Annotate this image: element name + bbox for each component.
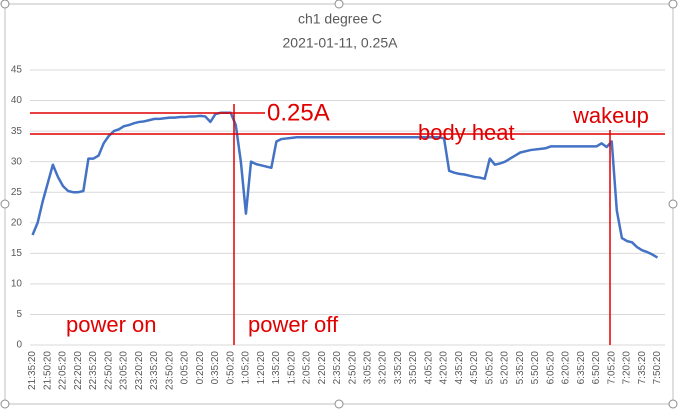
x-tick-label: 6:20:20	[561, 351, 572, 385]
x-tick-label: 6:05:20	[545, 351, 556, 385]
x-tick-label: 3:05:20	[363, 351, 374, 385]
x-tick-label: 23:05:20	[119, 351, 130, 390]
annotation: body heat	[418, 120, 515, 145]
x-tick-label: 22:20:20	[73, 351, 84, 390]
x-tick-label: 3:35:20	[393, 351, 404, 385]
x-tick-label: 2:50:20	[347, 351, 358, 385]
x-tick-label: 4:35:20	[454, 351, 465, 385]
x-tick-label: 5:20:20	[500, 351, 511, 385]
y-tick-label: 30	[11, 156, 23, 167]
x-tick-label: 7:35:20	[637, 351, 648, 385]
y-tick-label: 40	[11, 95, 23, 106]
x-tick-label: 4:20:20	[439, 351, 450, 385]
x-tick-label: 0:20:20	[195, 351, 206, 385]
annotation: power off	[248, 312, 339, 337]
x-tick-label: 1:50:20	[286, 351, 297, 385]
y-tick-label: 15	[11, 248, 23, 259]
x-tick-label: 5:05:20	[484, 351, 495, 385]
x-tick-label: 3:50:20	[408, 351, 419, 385]
y-tick-label: 10	[11, 279, 23, 290]
x-tick-label: 0:05:20	[180, 351, 191, 385]
x-tick-label: 5:35:20	[515, 351, 526, 385]
x-tick-label: 22:50:20	[103, 351, 114, 390]
x-tick-label: 22:05:20	[58, 351, 69, 390]
x-tick-label: 1:35:20	[271, 351, 282, 385]
y-tick-label: 45	[11, 65, 23, 76]
x-tick-label: 2:35:20	[332, 351, 343, 385]
x-tick-label: 23:50:20	[164, 351, 175, 390]
x-tick-label: 0:35:20	[210, 351, 221, 385]
x-tick-label: 3:20:20	[378, 351, 389, 385]
x-tick-label: 1:20:20	[256, 351, 267, 385]
y-tick-label: 5	[16, 309, 22, 320]
x-tick-label: 7:50:20	[652, 351, 663, 385]
x-tick-label: 0:50:20	[225, 351, 236, 385]
y-tick-label: 35	[11, 126, 23, 137]
annotation: power on	[66, 312, 157, 337]
x-tick-label: 22:35:20	[88, 351, 99, 390]
x-tick-label: 6:35:20	[576, 351, 587, 385]
chart-frame	[4, 3, 674, 405]
x-tick-label: 6:50:20	[591, 351, 602, 385]
y-tick-label: 0	[16, 340, 22, 351]
x-tick-label: 23:20:20	[134, 351, 145, 390]
chart-subtitle: 2021-01-11, 0.25A	[283, 35, 399, 51]
y-tick-label: 25	[11, 187, 23, 198]
x-tick-label: 23:35:20	[149, 351, 160, 390]
x-tick-label: 4:50:20	[469, 351, 480, 385]
x-tick-label: 5:50:20	[530, 351, 541, 385]
annotation: wakeup	[572, 103, 649, 128]
x-tick-label: 7:20:20	[622, 351, 633, 385]
x-tick-label: 2:20:20	[317, 351, 328, 385]
x-tick-label: 7:05:20	[606, 351, 617, 385]
x-tick-label: 21:35:20	[27, 351, 38, 390]
x-tick-label: 4:05:20	[423, 351, 434, 385]
annotation: 0.25A	[267, 99, 330, 126]
x-tick-label: 2:05:20	[302, 351, 313, 385]
data-line	[31, 111, 659, 259]
x-tick-label: 21:50:20	[42, 351, 53, 390]
y-tick-label: 20	[11, 217, 23, 228]
x-tick-label: 1:05:20	[241, 351, 252, 385]
chart-title: ch1 degree C	[298, 11, 382, 27]
